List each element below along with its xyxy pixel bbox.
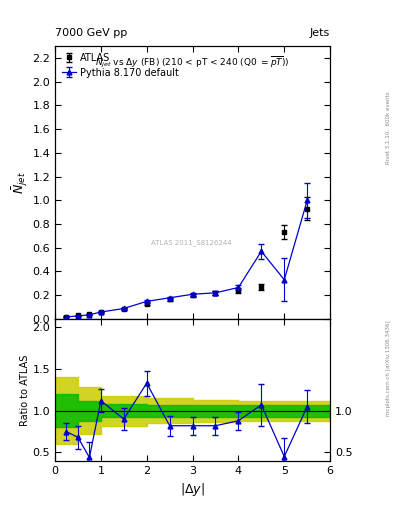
- Legend: ATLAS, Pythia 8.170 default: ATLAS, Pythia 8.170 default: [60, 51, 181, 80]
- Text: mcplots.cern.ch [arXiv:1306.3436]: mcplots.cern.ch [arXiv:1306.3436]: [386, 321, 391, 416]
- Text: $N_{jet}$ vs $\Delta y$ (FB) (210 < pT < 240 (Q0 $=\overline{pT}$)): $N_{jet}$ vs $\Delta y$ (FB) (210 < pT <…: [95, 54, 290, 70]
- X-axis label: $|\Delta y|$: $|\Delta y|$: [180, 481, 205, 498]
- Text: ATLAS 2011_S8126244: ATLAS 2011_S8126244: [151, 239, 232, 246]
- Text: Rivet 3.1.10,  600k events: Rivet 3.1.10, 600k events: [386, 92, 391, 164]
- Text: Jets: Jets: [310, 28, 330, 38]
- Y-axis label: Ratio to ATLAS: Ratio to ATLAS: [20, 354, 29, 425]
- Y-axis label: $\bar{N}_{jet}$: $\bar{N}_{jet}$: [10, 171, 29, 194]
- Text: 7000 GeV pp: 7000 GeV pp: [55, 28, 127, 38]
